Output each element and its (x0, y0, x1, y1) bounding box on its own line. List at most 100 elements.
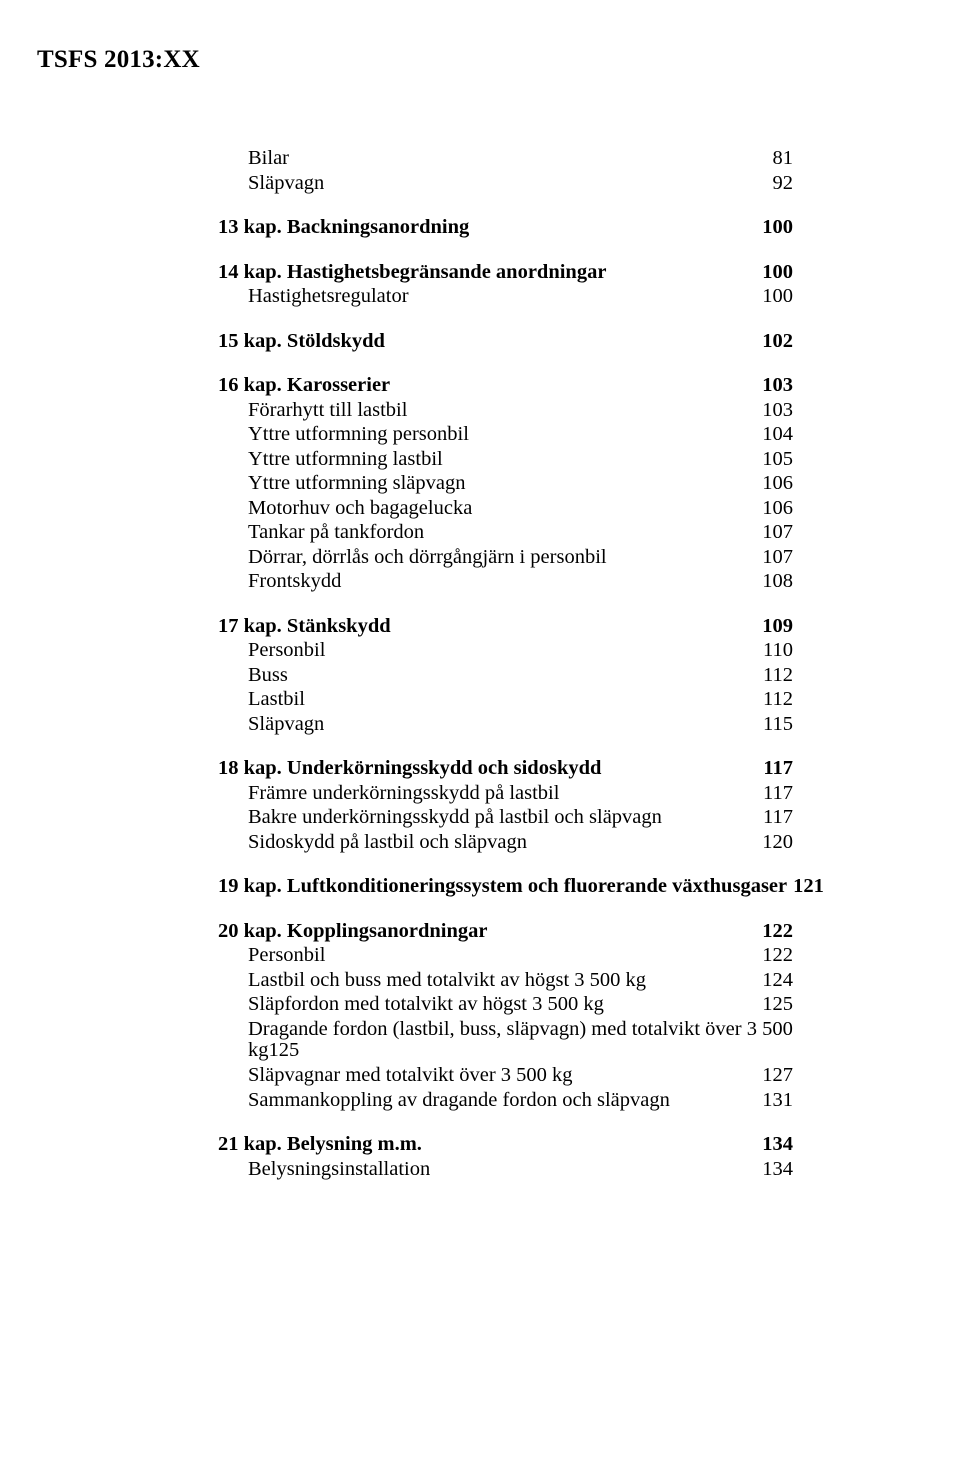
toc-entry-label: Släpfordon med totalvikt av högst 3 500 … (248, 994, 604, 1016)
toc-entry: Dörrar, dörrlås och dörrgångjärn i perso… (248, 547, 793, 569)
toc-entry: Buss 112 (248, 665, 793, 687)
toc-page-number: 108 (762, 571, 793, 593)
table-of-contents: Bilar 81 Släpvagn 92 13 kap. Backningsanordn… (218, 148, 793, 1180)
toc-entry: 17 kap. Stänkskydd 109 (218, 616, 793, 638)
toc-entry-label: 20 kap. Kopplingsanordningar (218, 921, 487, 943)
toc-entry-label: Förarhytt till lastbil (248, 400, 407, 422)
toc-page-number: 102 (762, 331, 793, 353)
toc-entry: Yttre utformning släpvagn 106 (248, 473, 793, 495)
toc-entry: 15 kap. Stöldskydd 102 (218, 331, 793, 353)
toc-entry: Personbil 110 (248, 640, 793, 662)
toc-entry: Lastbil 112 (248, 689, 793, 711)
toc-page-number: 100 (762, 217, 793, 239)
toc-entry: 19 kap. Luftkonditioneringssystem och fl… (218, 876, 793, 898)
toc-entry: Hastighetsregulator100 (248, 286, 793, 308)
toc-entry: Yttre utformning lastbil 105 (248, 449, 793, 471)
toc-entry-label: Buss (248, 665, 288, 687)
toc-entry-label: Släpvagn (248, 173, 324, 195)
toc-entry-label: Bakre underkörningsskydd på lastbil och … (248, 807, 662, 829)
toc-page-number: 104 (762, 424, 793, 446)
page: TSFS 2013:XX Bilar 81 Släpvagn 92 13 kap. Ba… (0, 0, 960, 1481)
toc-entry: Släpfordon med totalvikt av högst 3 500 … (248, 994, 793, 1016)
toc-entry: 14 kap. Hastighetsbegränsande anordninga… (218, 262, 793, 284)
toc-page-number: 109 (762, 616, 793, 638)
toc-entry: Bakre underkörningsskydd på lastbil och … (248, 807, 793, 829)
toc-entry: Tankar på tankfordon 107 (248, 522, 793, 544)
toc-entry-label: Släpvagnar med totalvikt över 3 500 kg (248, 1065, 573, 1087)
toc-entry: Lastbil och buss med totalvikt av högst … (248, 970, 793, 992)
toc-entry: Släpvagn 115 (248, 714, 793, 736)
toc-page-number: 122 (762, 921, 793, 943)
toc-page-number: 100 (762, 262, 793, 284)
toc-page-number: 92 (773, 173, 794, 195)
toc-entry-label: kg (248, 1040, 269, 1062)
toc-entry: Motorhuv och bagagelucka 106 (248, 498, 793, 520)
toc-entry-label: Yttre utformning släpvagn (248, 473, 465, 495)
toc-entry-label: 21 kap. Belysning m.m. (218, 1134, 422, 1156)
toc-page-number: 106 (762, 473, 793, 495)
toc-entry-label: 19 kap. Luftkonditioneringssystem och fl… (218, 876, 787, 898)
toc-page-number: 110 (763, 640, 793, 662)
toc-entry: Främre underkörningsskydd på lastbil117 (248, 783, 793, 805)
toc-entry: Förarhytt till lastbil 103 (248, 400, 793, 422)
toc-page-number: 120 (762, 832, 793, 854)
toc-page-number: 117 (763, 807, 793, 829)
toc-page-number: 103 (762, 400, 793, 422)
toc-entry-label: 13 kap. Backningsanordning (218, 217, 469, 239)
toc-entry: Dragande fordon (lastbil, buss, släpvagn… (248, 1019, 793, 1062)
toc-entry-label: Släpvagn (248, 714, 324, 736)
toc-entry-label: Sammankoppling av dragande fordon och sl… (248, 1090, 670, 1112)
toc-page-number: 122 (762, 945, 793, 967)
toc-entry-label: Motorhuv och bagagelucka (248, 498, 472, 520)
toc-entry: Släpvagnar med totalvikt över 3 500 kg 12… (248, 1065, 793, 1087)
toc-entry-label: 17 kap. Stänkskydd (218, 616, 391, 638)
toc-page-number: 107 (762, 522, 793, 544)
toc-page-number: 121 (793, 876, 824, 898)
toc-page-number: 134 (762, 1134, 793, 1156)
toc-entry: Frontskydd 108 (248, 571, 793, 593)
toc-page-number: 134 (762, 1159, 793, 1181)
toc-entry-label: 18 kap. Underkörningsskydd och sidoskydd (218, 758, 601, 780)
toc-entry: 18 kap. Underkörningsskydd och sidoskydd… (218, 758, 793, 780)
running-header: TSFS 2013:XX (37, 46, 960, 74)
toc-entry-label: Personbil (248, 945, 325, 967)
toc-entry-label: Lastbil och buss med totalvikt av högst … (248, 970, 646, 992)
toc-entry: Personbil 122 (248, 945, 793, 967)
toc-page-number: 81 (773, 148, 794, 170)
toc-entry-label: Lastbil (248, 689, 305, 711)
toc-entry: Sammankoppling av dragande fordon och sl… (248, 1090, 793, 1112)
toc-entry-label: Tankar på tankfordon (248, 522, 424, 544)
toc-page-number: 106 (762, 498, 793, 520)
toc-entry-label: Yttre utformning lastbil (248, 449, 443, 471)
toc-entry: Yttre utformning personbil 104 (248, 424, 793, 446)
toc-page-number: 125 (269, 1040, 300, 1062)
toc-page-number: 115 (763, 714, 793, 736)
toc-entry: Bilar 81 (248, 148, 793, 170)
toc-entry: Sidoskydd på lastbil och släpvagn 120 (248, 832, 793, 854)
toc-entry-label: Främre underkörningsskydd på lastbil (248, 783, 559, 805)
toc-entry: 21 kap. Belysning m.m. 134 (218, 1134, 793, 1156)
toc-entry-label: 14 kap. Hastighetsbegränsande anordninga… (218, 262, 606, 284)
toc-page-number: 107 (762, 547, 793, 569)
toc-page-number: 112 (763, 689, 793, 711)
toc-page-number: 105 (762, 449, 793, 471)
toc-page-number: 127 (762, 1065, 793, 1087)
toc-entry-label: Bilar (248, 148, 289, 170)
toc-page-number: 117 (763, 758, 793, 780)
toc-entry: Belysningsinstallation134 (248, 1159, 793, 1181)
toc-page-number: 124 (762, 970, 793, 992)
toc-entry: 16 kap. Karosserier103 (218, 375, 793, 397)
toc-page-number: 112 (763, 665, 793, 687)
toc-entry-label: Personbil (248, 640, 325, 662)
toc-entry-label: Yttre utformning personbil (248, 424, 469, 446)
toc-entry-label: Dragande fordon (lastbil, buss, släpvagn… (248, 1019, 793, 1041)
toc-entry: 20 kap. Kopplingsanordningar 122 (218, 921, 793, 943)
toc-entry-label: Frontskydd (248, 571, 341, 593)
toc-entry-label: 16 kap. Karosserier (218, 375, 390, 397)
toc-page-number: 125 (762, 994, 793, 1016)
toc-entry-label: Sidoskydd på lastbil och släpvagn (248, 832, 527, 854)
toc-page-number: 131 (762, 1090, 793, 1112)
toc-entry-label: 15 kap. Stöldskydd (218, 331, 385, 353)
toc-entry-label: Hastighetsregulator (248, 286, 409, 308)
toc-entry: Släpvagn 92 (248, 173, 793, 195)
